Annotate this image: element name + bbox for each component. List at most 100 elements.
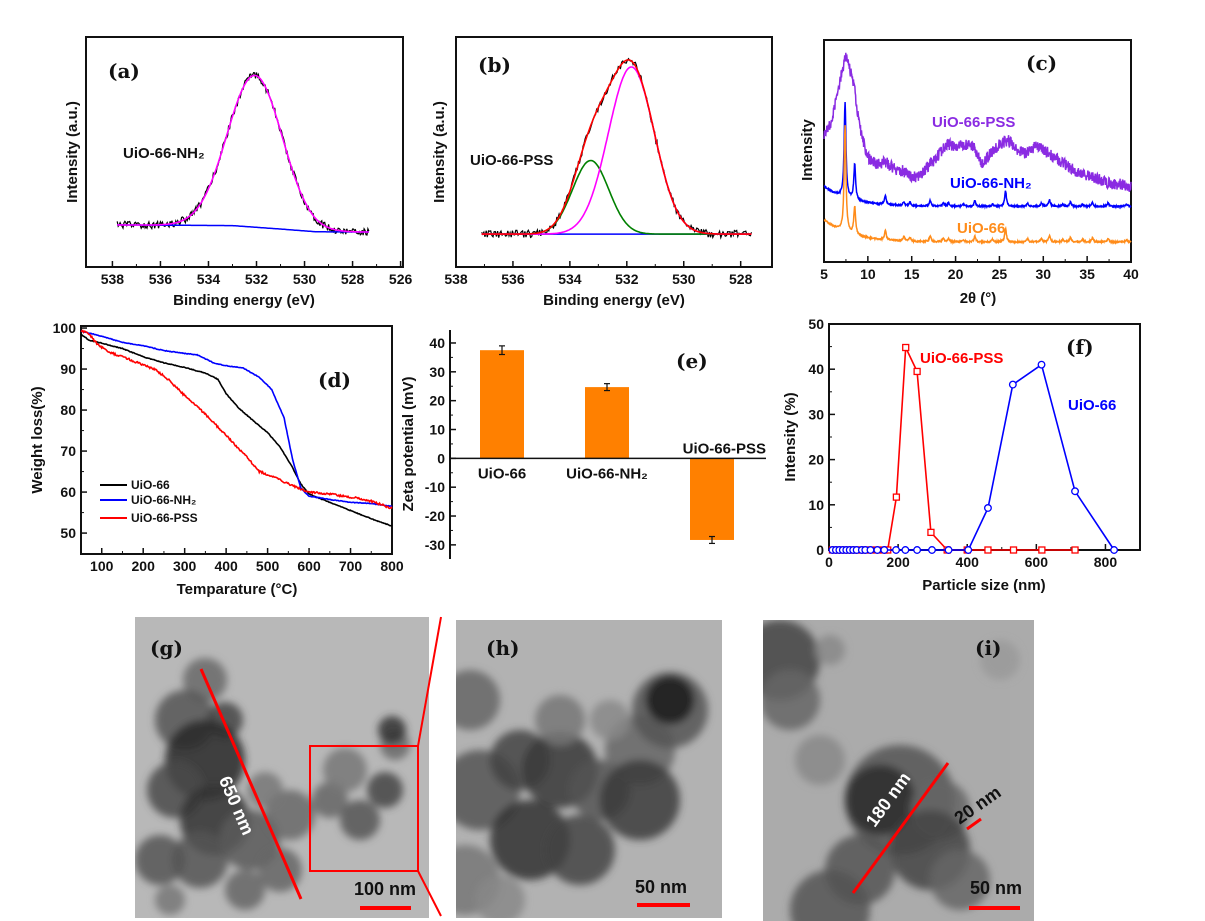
x-tick-label: 25 [992,266,1008,282]
particles [135,658,410,915]
x-axis-label: Binding energy (eV) [543,292,685,309]
x-tick-label: 300 [173,558,197,574]
category-label: UiO-66 [478,465,526,482]
x-axis-label: Binding energy (eV) [173,292,315,309]
x-tick-label: 538 [444,271,468,287]
particle [930,850,990,910]
x-tick-label: 536 [501,271,525,287]
bar [480,350,524,459]
series-label-pss: UiO-66-PSS [932,114,1015,131]
x-tick-label: 536 [149,271,173,287]
data-point-circle [913,546,922,554]
y-tick-label: 50 [60,525,76,541]
panel-a-xps-nh2: (a) UiO-66-NH₂ Binding energy (eV) Inten… [64,36,412,309]
x-tick-label: 528 [341,271,365,287]
x-tick-label: 15 [904,266,920,282]
y-axis-label: Weight loss(%) [29,386,46,493]
y-axis-label: Intensity (a.u.) [64,101,81,203]
x-tick-label: 100 [90,558,114,574]
x-tick-label: 532 [615,271,639,287]
particle [456,670,500,730]
y-tick-label: 30 [429,364,445,380]
raw-spectrum-line [481,57,753,240]
data-point-square [1038,546,1046,554]
data-point-circle [928,546,936,554]
data-point-circle [1008,380,1017,389]
panel-label-d: (d) [318,368,351,392]
bar [585,387,629,459]
plot-frame [455,36,773,268]
panel-b-xps-pss: (b) UiO-66-PSS Binding energy (eV) Inten… [431,36,773,309]
measure-line-20 [966,817,982,831]
panel-c-xrd: (c) UiO-66-PSS UiO-66-NH₂ UiO-66 2θ (°) … [799,39,1139,307]
y-tick-label: 60 [60,484,76,500]
x-tick-label: 200 [886,554,910,570]
particle [172,832,228,888]
particle [378,716,406,744]
particle [535,695,585,745]
y-tick-label: 10 [808,497,824,513]
y-tick-label: 20 [808,452,824,468]
xrd-series-line [823,52,1132,192]
x-tick-label: 538 [101,271,125,287]
y-axis-label: Intensity (%) [782,392,799,481]
data-point-square [902,343,910,352]
x-axis-label: Temparature (°C) [177,581,298,598]
data-point-circle [880,546,889,554]
particle [135,835,185,885]
fit-component-line [481,159,752,235]
category-label: UiO-66-PSS [683,440,766,457]
data-point-square [984,546,992,554]
data-point-circle [1071,487,1079,496]
x-tick-label: 600 [1025,554,1049,570]
measure-line-650 [199,668,303,900]
panel-label-e: (e) [676,349,708,373]
particles [456,670,708,918]
series-label-nh2: UiO-66-NH₂ [950,175,1032,192]
series-label-uio66: UiO-66 [1068,397,1116,414]
x-tick-label: 10 [860,266,876,282]
y-tick-label: 40 [429,335,445,351]
particle [155,885,185,915]
x-tick-label: 400 [214,558,238,574]
fit-component-line [117,74,369,233]
scale-bar-label-g: 100 nm [354,879,416,899]
fit-envelope-line [481,59,752,235]
y-tick-label: 20 [429,393,445,409]
panel-label-f: (f) [1066,335,1094,359]
y-tick-label: 0 [437,450,445,466]
series-label-uio66-pss: UiO-66-PSS [470,152,553,169]
tem-image-h [456,620,722,918]
data-point-square [1071,546,1079,554]
zoom-connector-top [417,616,442,747]
series-label-uio66-nh2: UiO-66-NH₂ [123,145,205,162]
x-tick-label: 30 [1035,266,1051,282]
y-tick-label: 30 [808,406,824,422]
x-tick-label: 200 [132,558,156,574]
y-tick-label: 40 [808,361,824,377]
particle [790,870,870,921]
y-tick-label: -10 [425,479,445,495]
y-tick-label: 80 [60,402,76,418]
y-axis-label: Intensity [799,119,816,181]
particles [763,620,1020,921]
data-point-circle [1037,360,1046,369]
y-tick-label: -20 [425,508,445,524]
scale-bar-label-h: 50 nm [635,877,687,897]
x-tick-label: 800 [1094,554,1118,570]
zoom-region-box [309,745,419,872]
data-point-square [913,367,921,376]
x-tick-label: 0 [825,554,833,570]
legend: UiO-66 UiO-66-NH₂ UiO-66-PSS [100,478,198,525]
y-tick-label: 50 [808,316,824,332]
zoom-connector-bottom [417,870,442,917]
x-tick-label: 528 [729,271,753,287]
y-tick-label: 70 [60,443,76,459]
x-tick-label: 35 [1079,266,1095,282]
dls-series-line [832,363,1115,551]
xrd-series-line [823,125,1132,246]
panel-e-zeta: (e) Zeta potential (mV) -30 -20 -10 0 10 20 30… [400,330,766,559]
y-tick-label: 100 [53,320,77,336]
tga-series-line [80,329,393,510]
measure-line-180 [851,762,950,894]
